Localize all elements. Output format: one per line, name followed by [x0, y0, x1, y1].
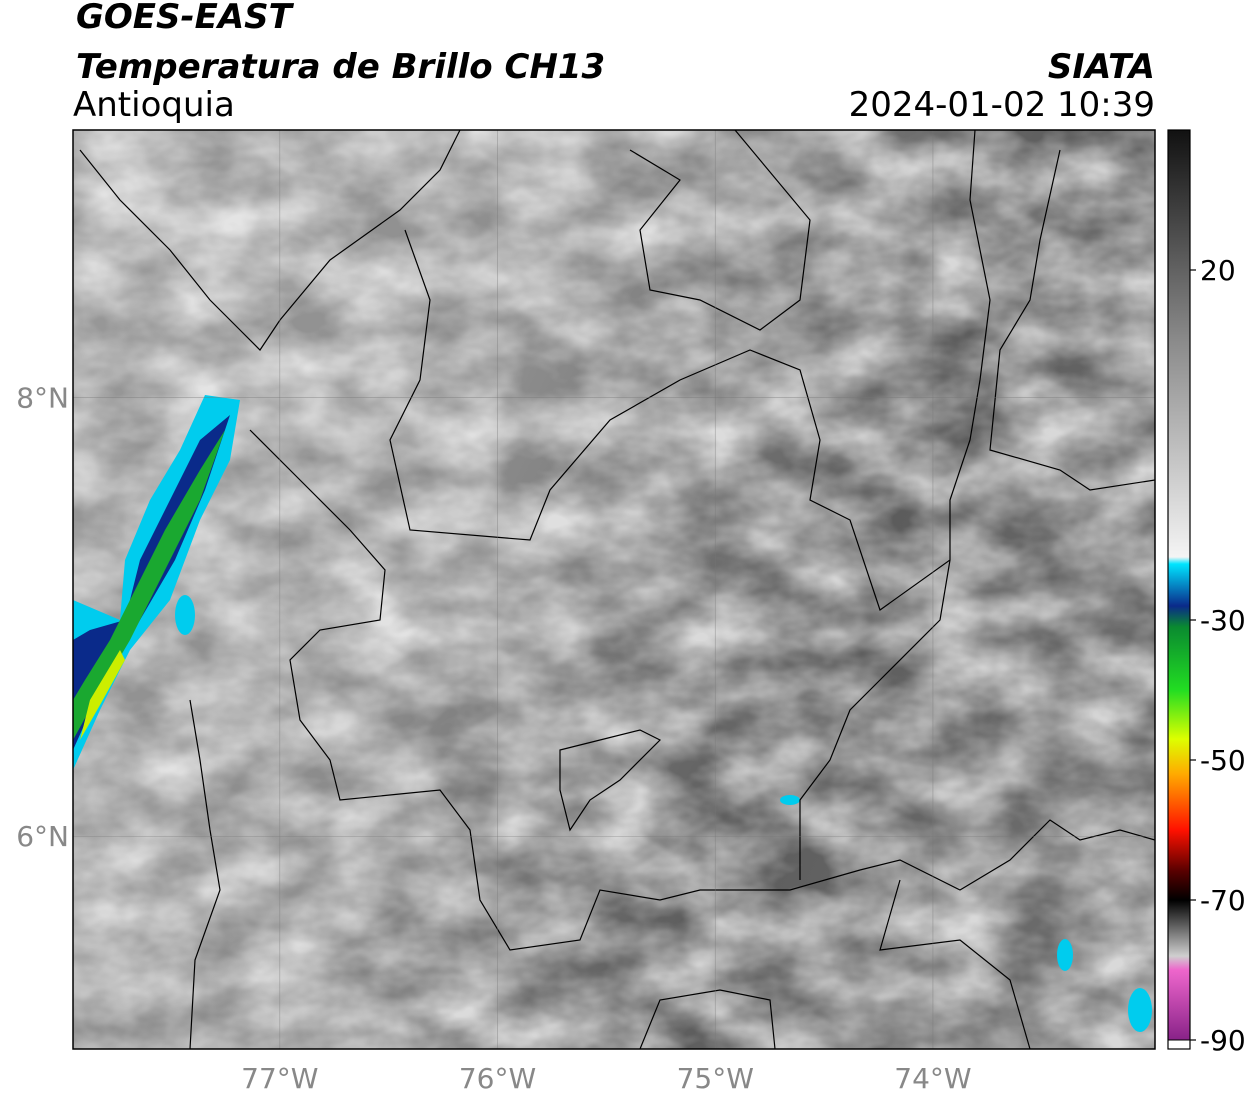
cloud-texture: [73, 130, 1155, 1049]
source: SIATA: [1048, 47, 1155, 87]
subtitle: Temperatura de Brillo CH13: [76, 47, 605, 87]
y-tick-label: 6°N: [16, 820, 69, 853]
title: GOES-EAST: [76, 0, 295, 37]
region: Antioquia: [73, 85, 235, 125]
map-area: [73, 130, 1155, 1049]
map-frame: [72, 129, 1156, 1050]
timestamp: 2024-01-02 10:39: [849, 85, 1155, 125]
colorbar-frame: [1167, 129, 1191, 1050]
colorbar-under: [1167, 1039, 1191, 1050]
x-tick-label: 76°W: [459, 1062, 536, 1095]
grid: [73, 130, 1155, 1049]
colorbar: 20 -30 -50 -70 -90: [1167, 129, 1246, 1057]
x-tick-label: 77°W: [241, 1062, 318, 1095]
boundaries: [79, 130, 1155, 1049]
colorbar-tick-label: -70: [1200, 884, 1246, 917]
colorbar-tick-label: -50: [1200, 744, 1246, 777]
colorbar-tick-label: -90: [1200, 1024, 1246, 1057]
x-tick-label: 75°W: [677, 1062, 754, 1095]
colorbar-tick-label: -30: [1200, 604, 1246, 637]
y-tick-label: 8°N: [16, 382, 69, 415]
cold-cloud-tops: [73, 395, 1152, 1032]
colorbar-tick-label: 20: [1200, 254, 1236, 287]
colorbar-gradient: [1168, 130, 1190, 1040]
x-tick-label: 74°W: [894, 1062, 971, 1095]
